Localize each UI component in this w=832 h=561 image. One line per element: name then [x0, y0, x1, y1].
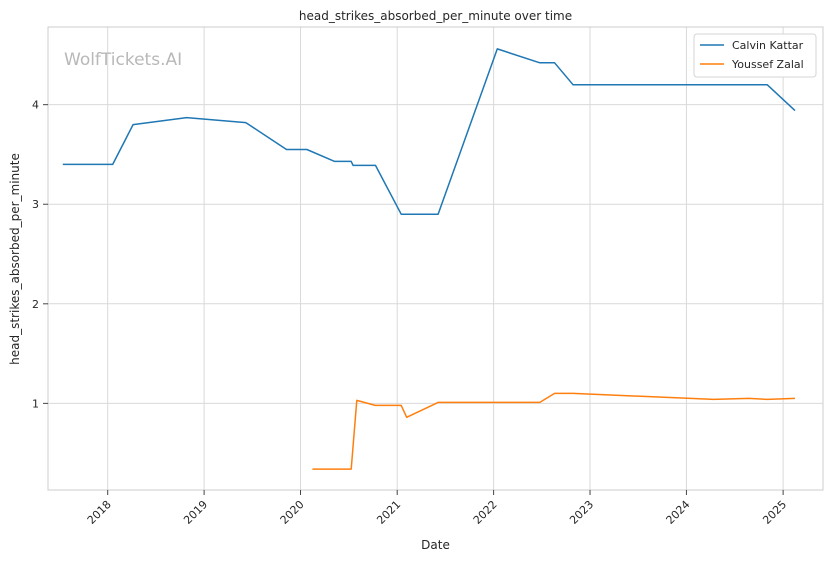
- legend: Calvin Kattar Youssef Zalal: [693, 33, 817, 78]
- y-tick-label: 1: [32, 397, 39, 410]
- legend-label: Calvin Kattar: [732, 39, 804, 52]
- series-line-youssef-zalal: [312, 392, 796, 470]
- y-tick-label: 4: [32, 99, 39, 112]
- plot-frame: [47, 26, 824, 491]
- y-tick-label: 3: [32, 198, 39, 211]
- series-line-calvin-kattar: [62, 48, 796, 215]
- legend-box: [693, 33, 817, 78]
- grid-lines: [48, 27, 823, 490]
- legend-label: Youssef Zalal: [731, 58, 804, 71]
- x-axis-label: Date: [421, 538, 450, 552]
- y-axis: 1 2 3 4: [32, 99, 48, 410]
- series-layer: [62, 48, 796, 470]
- watermark: WolfTickets.AI: [64, 50, 182, 70]
- y-axis-label: head_strikes_absorbed_per_minute: [8, 153, 22, 365]
- chart-title: head_strikes_absorbed_per_minute over ti…: [299, 9, 572, 23]
- y-tick-label: 2: [32, 298, 39, 311]
